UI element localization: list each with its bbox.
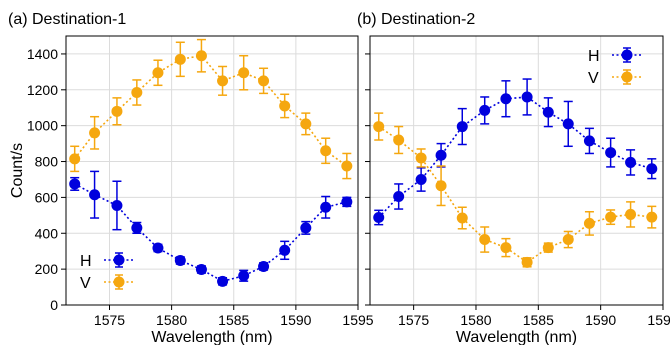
data-point (279, 100, 291, 112)
data-point (625, 208, 637, 220)
legend-marker (621, 71, 633, 83)
x-tick-label: 1580 (460, 312, 491, 328)
x-axis-label: Wavelength (nm) (151, 329, 272, 345)
legend-label: V (588, 70, 599, 87)
y-tick-label: 600 (35, 189, 59, 205)
x-tick-label: 1585 (523, 312, 554, 328)
y-tick-label: 1000 (27, 118, 58, 134)
data-point (341, 160, 353, 172)
y-tick-label: 1400 (27, 46, 58, 62)
data-point (300, 222, 312, 234)
data-point (435, 180, 447, 192)
x-tick-label: 1575 (94, 312, 125, 328)
x-tick-label: 1575 (398, 312, 429, 328)
panel-a: (a) Destination-1 1575 1580 1585 1590 1595 0 20… (8, 11, 374, 345)
y-axis-label: Count/s (9, 143, 26, 198)
data-point (174, 255, 186, 267)
data-point (393, 191, 405, 203)
data-point (583, 135, 595, 147)
x-tick-label: 1595 (647, 312, 670, 328)
data-point (479, 234, 491, 246)
series-H (373, 78, 658, 226)
data-point (521, 91, 533, 103)
data-point (500, 242, 512, 254)
data-point (174, 53, 186, 65)
panel-title: (b) Destination-2 (357, 11, 475, 28)
data-point (605, 147, 617, 159)
legend: HV (80, 252, 134, 292)
data-point (373, 211, 385, 223)
data-point (415, 152, 427, 164)
legend-label: H (80, 253, 92, 270)
y-tick-label: 800 (35, 154, 59, 170)
data-point (562, 118, 574, 130)
data-point (646, 163, 658, 175)
data-point (111, 105, 123, 117)
data-point (258, 75, 270, 87)
legend-label: V (80, 275, 91, 292)
x-tick-label: 1590 (585, 312, 616, 328)
x-tick-label: 1590 (280, 312, 311, 328)
plot-frame (65, 35, 359, 306)
x-tick-label: 1585 (218, 312, 249, 328)
data-point (646, 211, 658, 223)
legend-label: H (588, 48, 600, 65)
data-point (320, 201, 332, 213)
data-point (217, 75, 229, 87)
data-point (131, 222, 143, 234)
data-point (217, 275, 229, 287)
data-point (69, 178, 81, 190)
legend: HV (588, 47, 642, 87)
data-point (435, 149, 447, 161)
x-axis-label: Wavelength (nm) (456, 329, 577, 345)
series-H (69, 170, 353, 287)
legend-marker (621, 49, 633, 61)
data-point (393, 134, 405, 146)
data-point (542, 242, 554, 254)
data-point (69, 153, 81, 165)
data-point (152, 67, 164, 79)
legend-marker (113, 254, 125, 266)
x-tick-label: 1595 (342, 312, 373, 328)
data-point (111, 199, 123, 211)
data-point (89, 127, 101, 139)
panel-b: (b) Destination-2 1575 1580 1585 1590 1595 Wav… (357, 11, 670, 345)
y-tick-label: 0 (50, 297, 58, 313)
data-point (258, 260, 270, 272)
data-point (605, 211, 617, 223)
data-point (152, 242, 164, 254)
data-point (195, 263, 207, 275)
data-point (542, 106, 554, 118)
data-point (456, 121, 468, 133)
series-V (69, 38, 353, 180)
y-tick-label: 200 (35, 261, 59, 277)
data-point (415, 173, 427, 185)
data-point (583, 217, 595, 229)
x-tick-label: 1580 (156, 312, 187, 328)
legend-marker (113, 276, 125, 288)
data-point (300, 118, 312, 130)
data-point (279, 244, 291, 256)
data-point (456, 212, 468, 224)
data-point (373, 121, 385, 133)
data-point (562, 234, 574, 246)
data-point (479, 104, 491, 116)
series-V (373, 112, 658, 268)
data-point (89, 189, 101, 201)
plot-frame (369, 35, 664, 306)
data-point (195, 50, 207, 62)
y-tick-label: 400 (35, 225, 59, 241)
data-point (341, 196, 353, 208)
data-point (500, 93, 512, 105)
y-tick-label: 1200 (27, 82, 58, 98)
data-point (625, 156, 637, 168)
data-point (521, 256, 533, 268)
data-point (320, 145, 332, 157)
data-point (131, 86, 143, 98)
data-point (238, 67, 250, 79)
panel-title: (a) Destination-1 (8, 11, 126, 28)
data-point (238, 270, 250, 282)
